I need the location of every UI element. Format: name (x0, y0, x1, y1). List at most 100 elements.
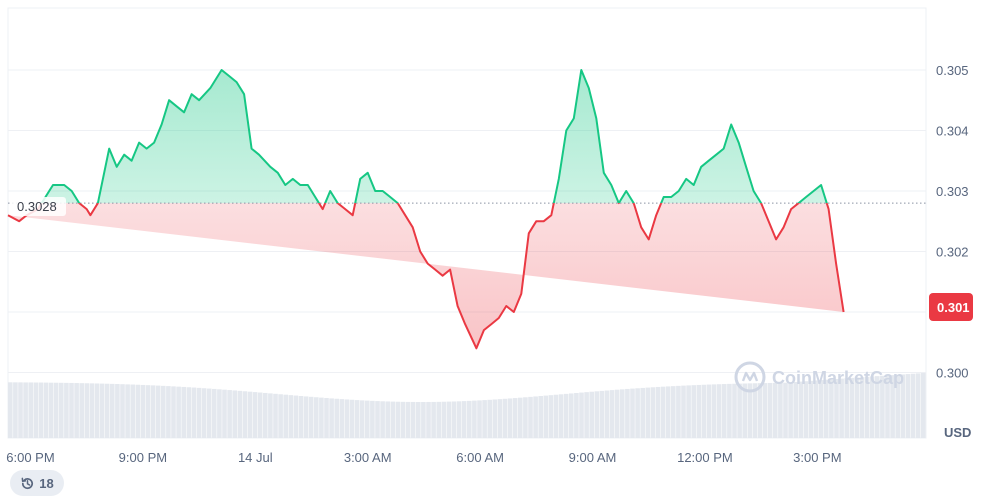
volume-bar (370, 400, 375, 438)
volume-bar (176, 386, 181, 438)
volume-bar (456, 401, 462, 438)
y-tick-label: 0.304 (936, 124, 969, 139)
y-axis: 0.300 0.302 0.303 0.304 0.305 (936, 63, 969, 381)
volume-bar (283, 394, 288, 438)
volume-bar (324, 398, 329, 438)
volume-bar (727, 383, 732, 438)
volume-bar (201, 388, 207, 438)
volume-bar (48, 382, 54, 438)
volume-bar (584, 392, 589, 438)
volume-bar (69, 382, 74, 438)
volume-bar (574, 392, 579, 438)
volume-bar (788, 382, 793, 438)
volume-bar (477, 400, 482, 438)
currency-label: USD (944, 425, 971, 440)
volume-bar (436, 401, 441, 438)
volume-bar (115, 384, 120, 438)
volume-bar (385, 401, 390, 438)
volume-bar (599, 390, 605, 438)
volume-bar (630, 388, 635, 438)
volume-bar (145, 385, 151, 438)
volume-bar (706, 384, 712, 438)
volume-bar (390, 401, 396, 438)
volume-bar (375, 401, 380, 438)
volume-bar (217, 389, 222, 438)
x-tick-label: 9:00 AM (569, 450, 617, 465)
volume-bar (752, 383, 758, 438)
volume-bar (640, 387, 645, 438)
volume-bar (793, 381, 798, 438)
volume-bar (130, 384, 135, 438)
volume-bar (660, 386, 666, 438)
volume-bar (359, 400, 365, 438)
volume-bar (135, 384, 141, 438)
volume-bar (538, 396, 543, 438)
volume-bar (558, 394, 564, 438)
volume-bar (507, 398, 513, 438)
volume-bar (885, 375, 890, 438)
volume-bar (196, 387, 202, 438)
volume-bar (747, 383, 753, 438)
volume-bar (492, 399, 498, 438)
volume-bar (711, 384, 717, 438)
volume-bars (8, 373, 926, 438)
volume-bar (247, 391, 253, 438)
volume-bar (686, 385, 691, 438)
y-tick-label: 0.302 (936, 245, 969, 260)
volume-bar (186, 387, 192, 438)
volume-bar (553, 394, 559, 438)
volume-bar (416, 401, 421, 438)
x-tick-label: 6:00 AM (456, 450, 504, 465)
volume-bar (722, 384, 727, 438)
volume-bar (773, 382, 778, 438)
area-below-reference (8, 203, 844, 349)
price-line-up (40, 69, 828, 204)
watermark-text: CoinMarketCap (772, 368, 904, 388)
volume-bar (655, 386, 661, 438)
volume-bar (206, 388, 212, 438)
volume-bar (895, 374, 900, 438)
volume-bar (920, 373, 926, 438)
volume-bar (563, 393, 569, 438)
volume-bar (467, 400, 472, 438)
volume-bar (569, 393, 574, 438)
volume-bar (110, 383, 115, 438)
volume-bar (94, 383, 100, 438)
volume-bar (808, 380, 814, 438)
volume-bar (18, 382, 23, 438)
volume-bar (33, 382, 39, 438)
volume-bar (691, 385, 696, 438)
volume-bar (329, 398, 334, 438)
volume-bar (528, 396, 533, 438)
volume-bar (533, 396, 538, 438)
volume-bar (854, 377, 860, 438)
area-above-reference (41, 70, 827, 204)
volume-bar (813, 380, 819, 438)
volume-bar (431, 401, 436, 438)
volume-bar (410, 401, 416, 438)
volume-bar (181, 386, 186, 438)
history-button[interactable]: 18 (10, 470, 64, 496)
volume-bar (512, 398, 518, 438)
volume-bar (767, 382, 773, 438)
volume-bar (273, 393, 278, 438)
volume-bar (84, 383, 90, 438)
volume-bar (594, 391, 600, 438)
volume-bar (13, 382, 18, 438)
x-tick-label: 9:00 PM (119, 450, 167, 465)
volume-bar (140, 384, 146, 438)
volume-bar (99, 383, 105, 438)
volume-bar (242, 391, 248, 438)
volume-bar (880, 375, 885, 438)
volume-bar (609, 390, 615, 438)
x-tick-label: 3:00 AM (344, 450, 392, 465)
volume-bar (523, 397, 528, 438)
volume-bar (421, 401, 426, 438)
volume-bar (344, 399, 350, 438)
watermark: CoinMarketCap (734, 361, 904, 393)
current-price-label: 0.301 (937, 300, 970, 315)
volume-bar (732, 383, 737, 438)
volume-bar (252, 392, 258, 438)
x-tick-label: 3:00 PM (793, 450, 841, 465)
volume-bar (405, 401, 411, 438)
